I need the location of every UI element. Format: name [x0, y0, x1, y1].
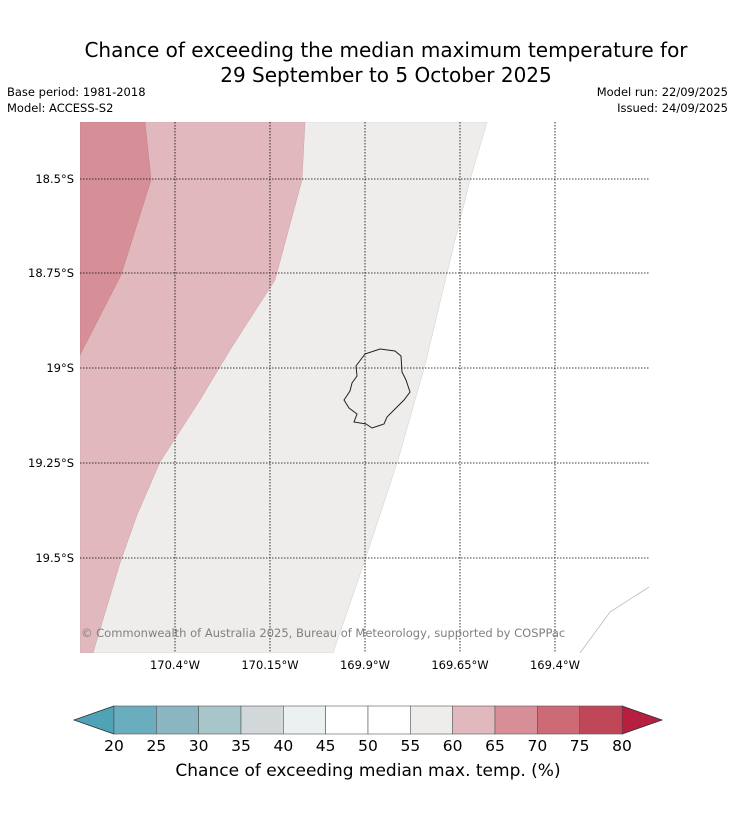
colorbar-tick-label: 60 [442, 737, 463, 755]
colorbar-tick-label: 25 [146, 737, 167, 755]
colorbar-segment [240, 705, 284, 735]
distant-coastline [579, 586, 649, 653]
colorbar-tick-label: 30 [188, 737, 209, 755]
lat-label-19: 19°S [46, 361, 74, 375]
colorbar-tick-label: 20 [104, 737, 124, 755]
zone-70-75 [80, 122, 152, 356]
colorbar-tick-label: 50 [358, 737, 378, 755]
issued-date: Issued: 24/09/2025 [617, 101, 728, 115]
colorbar-under-arrow [72, 705, 115, 735]
lat-label-19-25: 19.25°S [28, 456, 74, 470]
lon-label-169-4: 169.4°W [529, 658, 581, 672]
title-line-2: 29 September to 5 October 2025 [220, 63, 552, 87]
lon-label-170-15: 170.15°W [241, 658, 299, 672]
colorbar-tick-label: 65 [485, 737, 505, 755]
meta-right: Model run: 22/09/2025 Issued: 24/09/2025 [597, 84, 728, 116]
colorbar-segment [198, 705, 242, 735]
colorbar-tick-label: 40 [273, 737, 294, 755]
base-period: Base period: 1981-2018 [7, 85, 146, 99]
zone-60-65 [80, 122, 306, 653]
colorbar-segment [579, 705, 623, 735]
lon-label-170-4: 170.4°W [149, 658, 201, 672]
model-name: Model: ACCESS-S2 [7, 101, 114, 115]
colorbar-tick-label: 45 [315, 737, 336, 755]
colorbar-tick-label: 35 [231, 737, 251, 755]
meta-left: Base period: 1981-2018 Model: ACCESS-S2 [7, 84, 146, 116]
colorbar-tick-label: 80 [612, 737, 632, 755]
colorbar-segment [537, 705, 580, 735]
graticule [80, 122, 649, 653]
colorbar-segment [494, 705, 538, 735]
lon-label-169-65: 169.65°W [431, 658, 489, 672]
colorbar-over-arrow [621, 705, 664, 735]
colorbar-tick-label: 75 [569, 737, 590, 755]
colorbar-segment [452, 705, 496, 735]
copyright-notice: © Commonwealth of Australia 2025, Bureau… [81, 626, 566, 640]
lat-label-19-5: 19.5°S [35, 551, 74, 565]
niue-coastline [343, 348, 411, 429]
model-run: Model run: 22/09/2025 [596, 85, 728, 99]
map-area [80, 122, 649, 653]
colorbar-segment [113, 705, 157, 735]
lon-label-169-9: 169.9°W [339, 658, 391, 672]
colorbar-tick-label: 70 [527, 737, 548, 755]
colorbar-segment [410, 705, 453, 735]
colorbar [72, 705, 664, 735]
colorbar-tick-label: 55 [400, 737, 421, 755]
title-line-1: Chance of exceeding the median maximum t… [84, 38, 688, 62]
lat-label-18-75: 18.75°S [28, 266, 74, 280]
colorbar-segment [283, 705, 326, 735]
map-title: Chance of exceeding the median maximum t… [0, 38, 736, 88]
colorbar-segment [367, 705, 411, 735]
colorbar-label: Chance of exceeding median max. temp. (%… [175, 761, 561, 781]
colorbar-segment [156, 705, 199, 735]
colorbar-segment [325, 705, 369, 735]
lat-label-18-5: 18.5°S [35, 172, 74, 186]
